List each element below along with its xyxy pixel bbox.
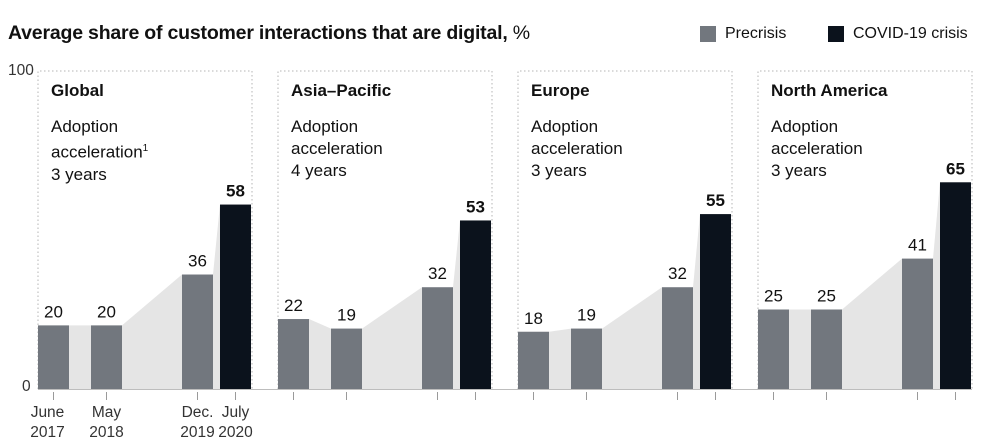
area-global (38, 204, 251, 389)
value-label-asia-pacific-1: 19 (337, 306, 356, 325)
value-label-global-1: 20 (97, 302, 116, 321)
y-tick-0: 0 (22, 378, 31, 395)
bar-asia-pacific-3 (460, 220, 491, 389)
footnote-marker: 1 (142, 143, 149, 154)
value-label-europe-1: 19 (577, 306, 596, 325)
bar-asia-pacific-0 (278, 319, 309, 389)
value-label-north-america-1: 25 (817, 287, 836, 306)
bar-global-0 (38, 325, 69, 389)
area-europe (518, 214, 731, 389)
panel-text-europe: Europe Adoption acceleration 3 years (531, 80, 623, 182)
chart-title: Average share of customer interactions t… (8, 22, 530, 45)
x-label-0-line1: June (30, 404, 65, 421)
bar-north-america-1 (811, 309, 842, 389)
x-label-3-line2: 2020 (218, 424, 253, 441)
legend-swatch-crisis (828, 26, 844, 42)
acceleration-label-europe: acceleration (531, 139, 623, 158)
bar-europe-0 (518, 331, 549, 389)
legend-label-crisis: COVID-19 crisis (853, 25, 968, 42)
x-label-1-line2: 2018 (89, 424, 124, 441)
bar-global-3 (220, 204, 251, 389)
value-label-europe-3: 55 (706, 191, 725, 210)
panel-frame-global (37, 70, 253, 389)
y-tick-100: 100 (8, 62, 34, 79)
panel-frame-north-america (757, 70, 973, 389)
panel-title-europe: Europe (531, 81, 590, 100)
panel-frame-europe (517, 70, 733, 389)
years-label-europe: 3 years (531, 161, 587, 180)
acceleration-label-global: acceleration1 (51, 142, 149, 162)
area-asia-pacific (278, 220, 491, 389)
years-label-global: 3 years (51, 164, 107, 184)
title-unit: % (512, 22, 530, 44)
x-label-3-line1: July (221, 404, 250, 421)
panel-title-asia-pacific: Asia–Pacific (291, 81, 392, 100)
legend-item-precrisis: Precrisis (700, 25, 786, 43)
panel-text-asia-pacific: Asia–Pacific Adoption acceleration 4 years (291, 80, 391, 182)
acceleration-label-asia-pacific: acceleration (291, 139, 383, 158)
adoption-label-asia-pacific: Adoption (291, 117, 359, 136)
bar-europe-3 (700, 214, 731, 389)
panel-text-global: Global Adoption acceleration1 3 years (51, 80, 148, 186)
x-label-3: July 2020 (201, 403, 271, 443)
adoption-label-global: Adoption (51, 117, 119, 136)
bar-europe-2 (662, 287, 693, 389)
value-label-north-america-2: 41 (908, 236, 927, 255)
bar-europe-1 (571, 328, 602, 389)
bar-asia-pacific-1 (331, 328, 362, 389)
bar-north-america-3 (940, 182, 971, 389)
legend-label-precrisis: Precrisis (725, 25, 787, 42)
value-label-north-america-0: 25 (764, 287, 783, 306)
acceleration-label-north-america: acceleration (771, 139, 863, 158)
value-label-asia-pacific-2: 32 (428, 264, 447, 283)
legend-swatch-precrisis (700, 26, 716, 42)
value-label-global-3: 58 (226, 182, 245, 201)
years-label-asia-pacific: 4 years (291, 161, 347, 180)
bar-global-1 (91, 325, 122, 389)
bar-north-america-0 (758, 309, 789, 389)
legend-item-crisis: COVID-19 crisis (828, 25, 968, 43)
bar-north-america-2 (902, 258, 933, 389)
value-label-europe-0: 18 (524, 309, 543, 328)
bar-asia-pacific-2 (422, 287, 453, 389)
x-label-1: May 2018 (72, 403, 142, 443)
panel-text-north-america: North America Adoption acceleration 3 years (771, 80, 888, 182)
value-label-asia-pacific-3: 53 (466, 197, 485, 216)
value-label-global-2: 36 (188, 252, 207, 271)
bar-global-2 (182, 274, 213, 389)
x-label-2-line2: 2019 (180, 424, 215, 441)
title-text: Average share of customer interactions t… (8, 22, 508, 44)
x-label-0: June 2017 (13, 403, 83, 443)
x-label-2-line1: Dec. (181, 404, 214, 421)
x-label-1-line1: May (91, 404, 122, 421)
adoption-label-europe: Adoption (531, 117, 599, 136)
x-label-0-line2: 2017 (30, 424, 65, 441)
panel-title-global: Global (51, 81, 104, 100)
area-north-america (758, 182, 971, 389)
value-label-global-0: 20 (44, 302, 63, 321)
years-label-north-america: 3 years (771, 161, 827, 180)
value-label-north-america-3: 65 (946, 159, 965, 178)
x-label-2: Dec. 2019 (163, 403, 233, 443)
value-label-europe-2: 32 (668, 264, 687, 283)
panel-frame-asia-pacific (277, 70, 493, 389)
adoption-label-north-america: Adoption (771, 117, 839, 136)
panel-title-north-america: North America (771, 81, 888, 100)
value-label-asia-pacific-0: 22 (284, 296, 303, 315)
